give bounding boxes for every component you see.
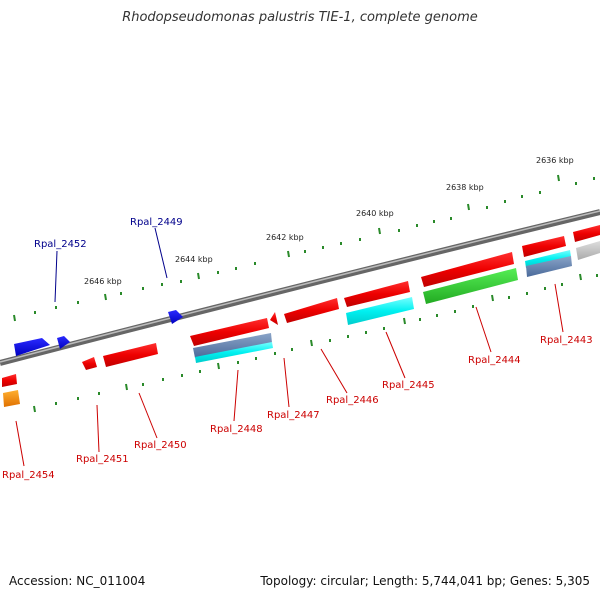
gene-rpal-2454-b[interactable] [3,390,20,407]
gene-label-rpal-2444[interactable]: Rpal_2444 [468,355,521,366]
gene-rpal-2445-b[interactable] [346,297,414,325]
forward-strand-genes [14,310,183,356]
genome-backbone [0,209,600,366]
gene-rpal-2442[interactable] [573,225,600,242]
gene-label-rpal-2445[interactable]: Rpal_2445 [382,380,435,391]
gene-label-rpal-2448[interactable]: Rpal_2448 [210,424,263,435]
label-leader-lines [15,227,564,467]
gene-rpal-2444-a[interactable] [421,252,514,287]
genome-title: Rhodopseudomonas palustris TIE-1, comple… [122,10,478,25]
gene-rpal-2451[interactable] [82,357,97,370]
gene-label-rpal-2443[interactable]: Rpal_2443 [540,335,593,346]
gene-rpal-2445-a[interactable] [344,281,410,307]
gene-rpal-2448[interactable] [190,318,269,346]
reverse-strand-genes [2,225,600,407]
gene-rpal-2443-a[interactable] [522,236,566,257]
gene-rpal-2444-b[interactable] [423,268,518,304]
gene-rpal-2453[interactable] [14,338,50,356]
gene-rpal-2454-a[interactable] [2,374,17,387]
gene-rpal-2450[interactable] [103,343,158,367]
gene-label-rpal-2447[interactable]: Rpal_2447 [267,410,320,421]
gene-label-rpal-2446[interactable]: Rpal_2446 [326,395,379,406]
scale-label-2638: 2638 kbp [446,183,484,192]
gene-rpal-2447[interactable] [270,312,278,325]
scale-label-2636: 2636 kbp [536,156,574,165]
topology-text: Topology: circular; Length: 5,744,041 bp… [260,574,590,588]
gene-rpal-2448-c[interactable] [195,342,273,363]
inner-scale-ticks [33,273,598,413]
scale-label-2644: 2644 kbp [175,255,213,264]
scale-label-2642: 2642 kbp [266,233,304,242]
gene-label-rpal-2454[interactable]: Rpal_2454 [2,470,55,481]
gene-rpal-2443-b[interactable] [525,250,571,268]
gene-label-rpal-2450[interactable]: Rpal_2450 [134,440,187,451]
outer-scale-ticks [13,174,595,322]
gene-rpal-2443-c[interactable] [526,256,572,277]
gene-rpal-2448-b[interactable] [193,333,272,358]
gene-rpal-2449[interactable] [168,310,183,324]
gene-rpal-2446[interactable] [284,298,339,323]
accession-text: Accession: NC_011004 [9,574,146,588]
gene-rpal-2442-b[interactable] [576,241,600,260]
scale-label-2646: 2646 kbp [84,277,122,286]
scale-label-2640: 2640 kbp [356,209,394,218]
gene-label-rpal-2449[interactable]: Rpal_2449 [130,217,183,228]
gene-label-rpal-2452[interactable]: Rpal_2452 [34,239,87,250]
gene-rpal-2452[interactable] [57,336,70,349]
gene-label-rpal-2451[interactable]: Rpal_2451 [76,454,129,465]
